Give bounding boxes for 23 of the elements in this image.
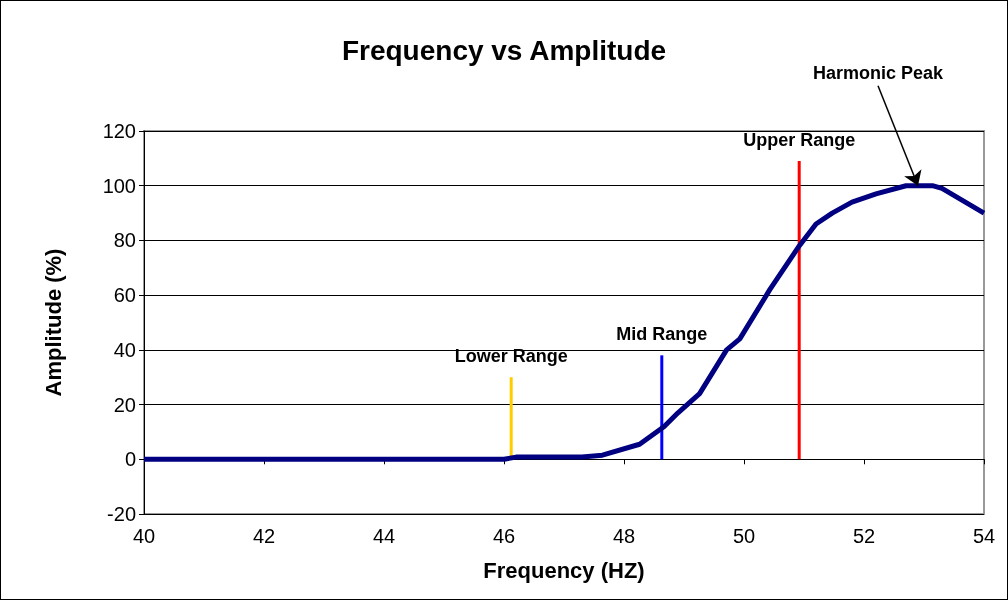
- series-label: Mid Range: [616, 324, 708, 345]
- x-tick-label: 46: [492, 525, 516, 547]
- series-label: Lower Range: [454, 346, 568, 367]
- y-tick-label: 80: [113, 229, 136, 252]
- y-tick-label: 20: [113, 393, 136, 416]
- x-axis-title: Frequency (HZ): [483, 557, 645, 583]
- x-tick-label: 44: [372, 525, 396, 547]
- x-tick-label: 50: [732, 525, 756, 547]
- y-tick-label: 100: [102, 174, 136, 197]
- x-tick-label: 54: [972, 525, 996, 547]
- series-label: Upper Range: [743, 130, 856, 151]
- y-tick-label: 120: [102, 120, 136, 142]
- chart-title: Frequency vs Amplitude: [341, 34, 667, 66]
- x-tick-label: 42: [252, 525, 276, 547]
- x-tick-label: 48: [612, 525, 636, 547]
- y-tick-label: 60: [113, 284, 136, 307]
- y-tick-label: 0: [124, 448, 136, 471]
- annotation: Harmonic Peak: [812, 62, 945, 83]
- x-tick-label: 40: [132, 525, 156, 547]
- y-tick-label: 40: [113, 338, 136, 361]
- y-axis-title: Amplitude (%): [40, 248, 66, 397]
- y-tick-label: -20: [107, 503, 136, 525]
- x-tick-label: 52: [852, 525, 876, 547]
